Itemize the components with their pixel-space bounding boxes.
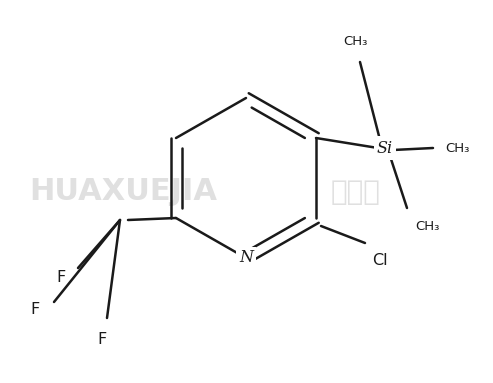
Text: N: N xyxy=(239,249,253,267)
Text: CH₃: CH₃ xyxy=(415,220,439,233)
Text: 化学加: 化学加 xyxy=(330,177,380,206)
Text: F: F xyxy=(31,303,40,318)
Text: CH₃: CH₃ xyxy=(445,141,469,154)
Text: Si: Si xyxy=(377,139,393,157)
Text: F: F xyxy=(57,270,66,285)
Text: Cl: Cl xyxy=(372,253,387,268)
Text: CH₃: CH₃ xyxy=(343,35,367,48)
Text: F: F xyxy=(98,332,106,347)
Text: HUAXUEJIA: HUAXUEJIA xyxy=(30,177,217,206)
